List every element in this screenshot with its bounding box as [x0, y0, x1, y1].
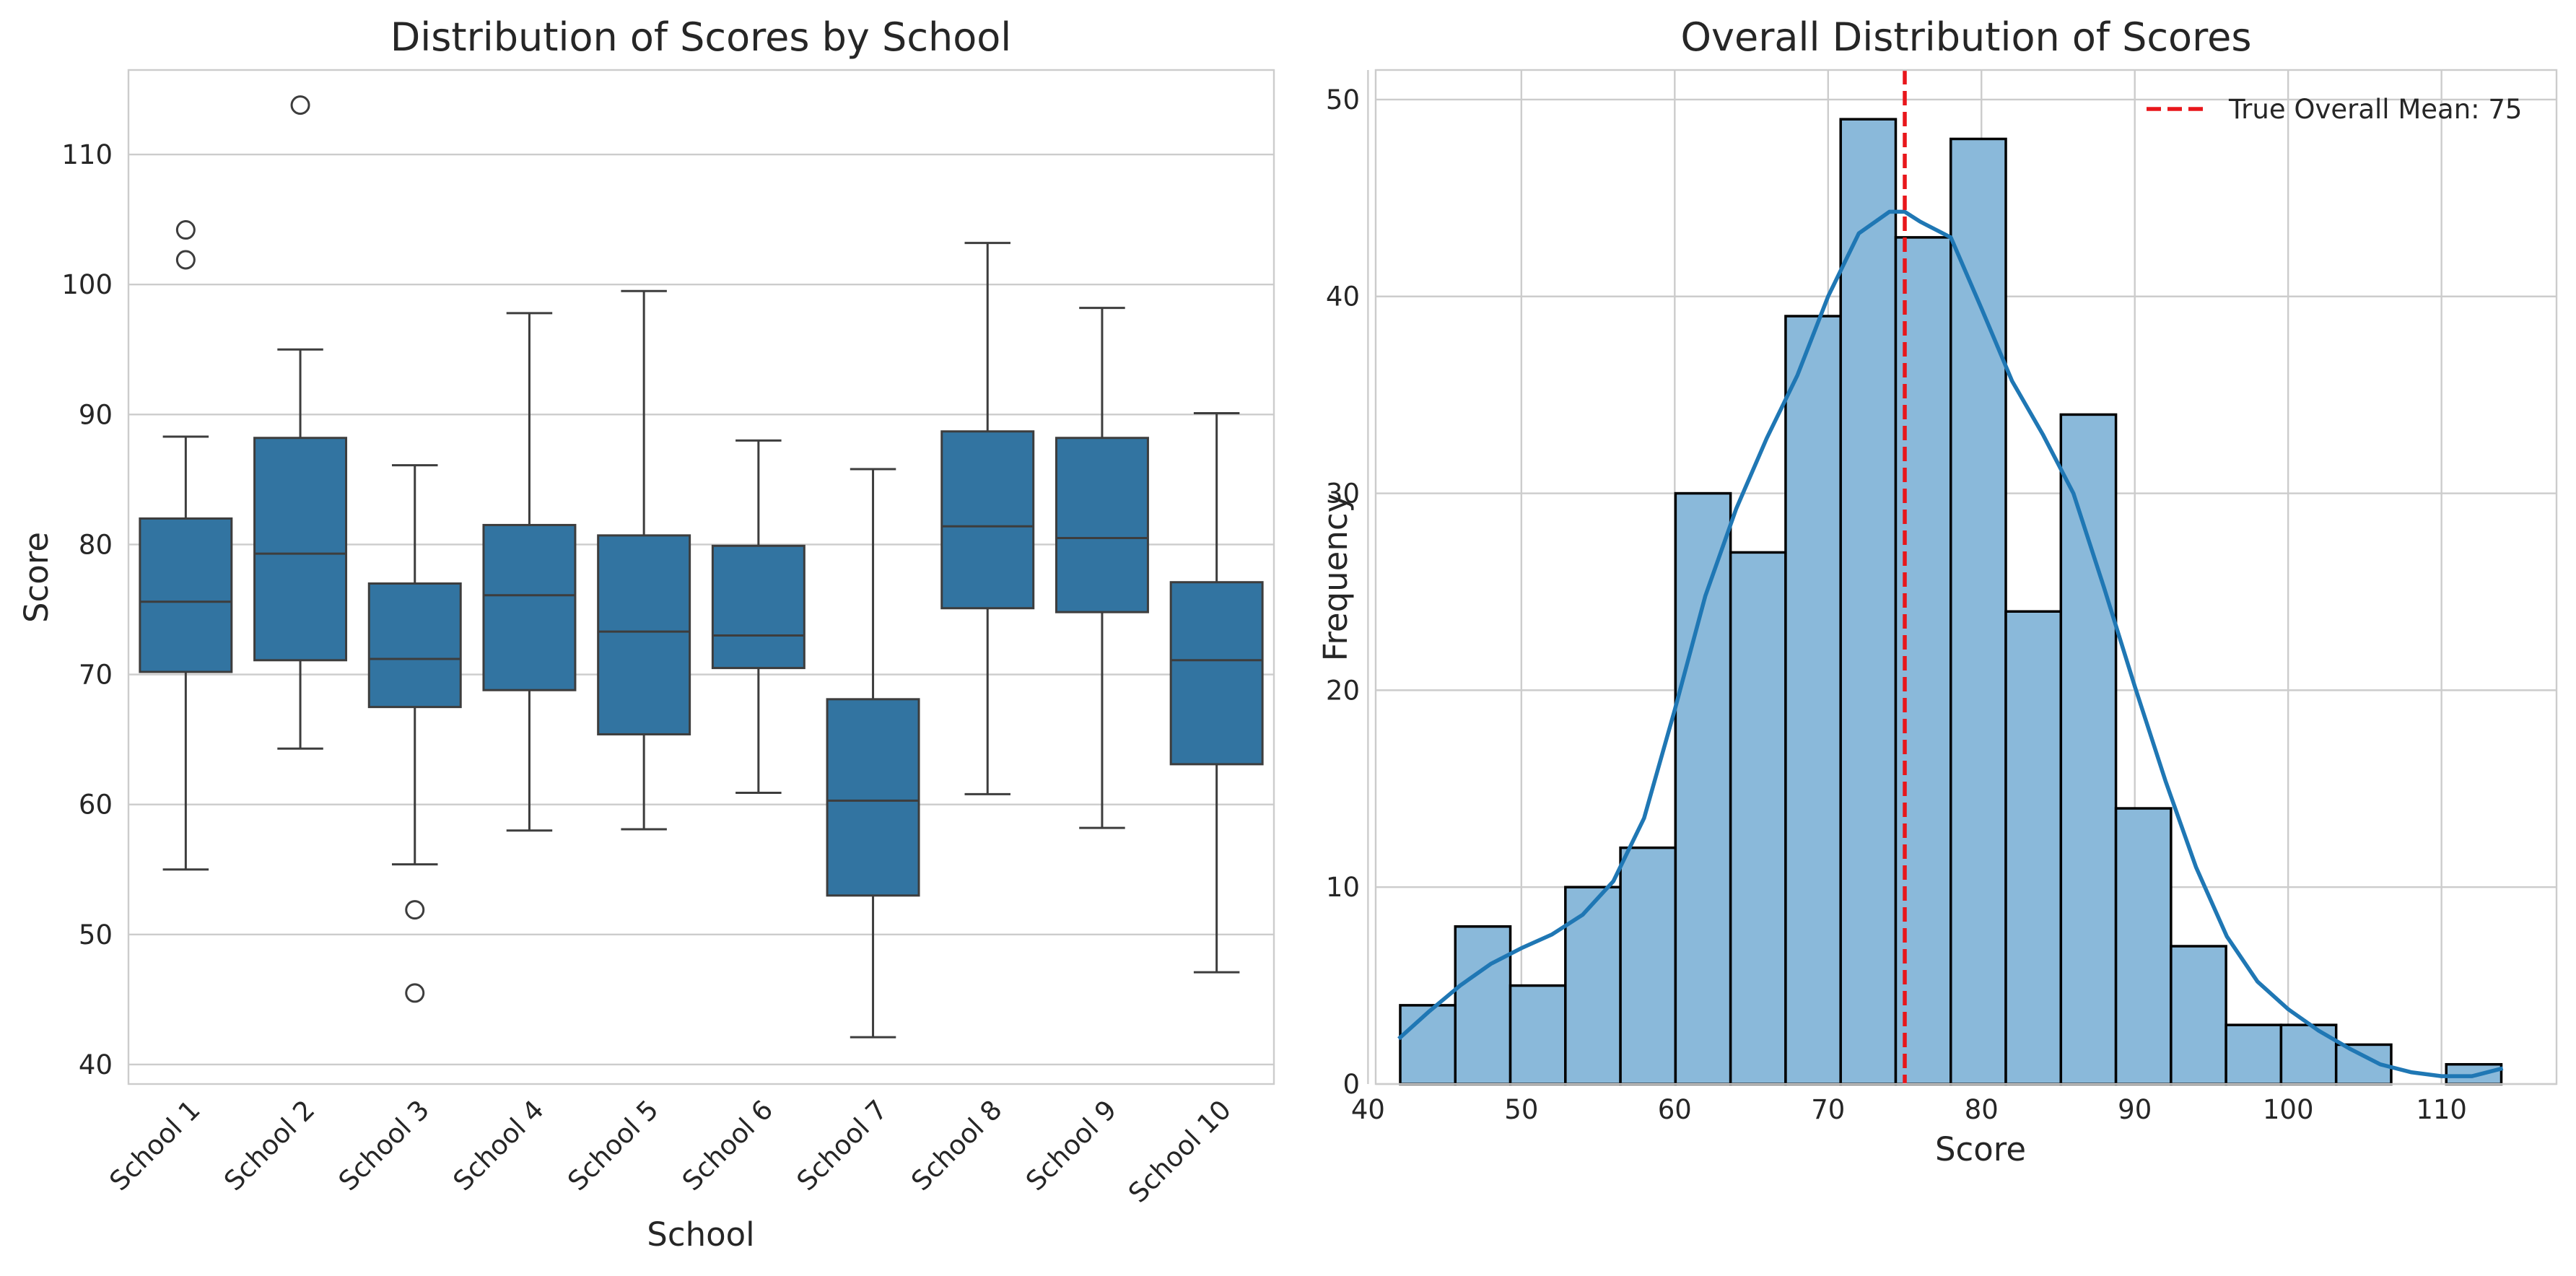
left-x-tick-labels: School 1 School 2 School 3 School 4 School 5… — [103, 1094, 1237, 1209]
right-y-tick-label: 40 — [1326, 281, 1360, 313]
left-x-axis-label: School — [647, 1215, 754, 1254]
box-iqr — [482, 523, 577, 691]
left-boxes — [139, 95, 1264, 1039]
right-y-tick-label: 20 — [1326, 675, 1360, 706]
right-x-tick-labels: 40 50 60 70 80 90 100 110 — [1351, 1094, 2467, 1125]
right-x-tick-label: 70 — [1811, 1094, 1845, 1125]
left-x-tick-label: School 6 — [676, 1094, 779, 1197]
histogram-bar — [1619, 846, 1677, 1085]
box-4 — [482, 312, 577, 832]
right-plot-frame — [1374, 69, 2558, 1085]
left-y-tick-label: 50 — [79, 919, 113, 951]
box-iqr — [1055, 437, 1149, 613]
left-gridlines — [128, 153, 1274, 1066]
box-iqr — [826, 698, 920, 897]
right-x-tick-label: 40 — [1351, 1094, 1385, 1125]
box-iqr — [1169, 581, 1264, 766]
histogram-bar — [1509, 984, 1567, 1085]
box-5 — [597, 289, 691, 831]
right-y-tick-label: 30 — [1326, 478, 1360, 510]
histogram-bar — [1454, 925, 1512, 1085]
histogram-bar — [1839, 118, 1898, 1085]
box-2 — [253, 95, 348, 750]
left-x-tick-label: School 3 — [333, 1094, 435, 1197]
left-y-axis-label: Score — [17, 532, 56, 623]
histogram-bar — [1674, 491, 1732, 1085]
histogram-bar — [2114, 807, 2173, 1085]
left-y-tick-label: 60 — [79, 790, 113, 821]
box-7 — [826, 468, 920, 1039]
right-y-tick-label: 50 — [1326, 84, 1360, 115]
right-x-axis-label: Score — [1935, 1130, 2026, 1168]
right-y-axis-label: Frequency — [1317, 494, 1355, 661]
left-x-tick-label: School 7 — [791, 1094, 894, 1197]
box-3 — [367, 464, 462, 1003]
box-iqr — [367, 582, 462, 709]
legend-label: True Overall Mean: 75 — [2228, 94, 2522, 125]
outlier-point — [175, 220, 196, 240]
histogram-bar — [1729, 551, 1787, 1085]
histogram-bar — [1784, 315, 1842, 1085]
left-plot-frame — [127, 69, 1275, 1085]
box-9 — [1055, 307, 1149, 829]
box-iqr — [253, 437, 348, 662]
left-x-tick-label: School 1 — [103, 1094, 206, 1197]
histogram-bar — [2224, 1023, 2283, 1085]
left-x-tick-label: School 2 — [218, 1094, 320, 1197]
left-x-tick-label: School 4 — [447, 1094, 550, 1197]
kde-curve — [1397, 209, 2504, 1078]
left-y-tick-label: 40 — [79, 1049, 113, 1080]
right-x-tick-label: 90 — [2118, 1094, 2152, 1125]
left-y-tick-label: 90 — [79, 399, 113, 430]
right-chart: 0 10 20 30 40 50 40 50 60 70 80 90 100 110 Overall D… — [1317, 14, 2558, 1168]
left-y-tick-labels: 40 50 60 70 80 90 100 110 — [61, 139, 113, 1080]
legend: True Overall Mean: 75 — [2147, 94, 2522, 125]
box-10 — [1169, 412, 1264, 974]
left-x-tick-label: School 9 — [1020, 1094, 1122, 1197]
left-y-tick-label: 70 — [79, 660, 113, 691]
right-x-tick-label: 110 — [2416, 1094, 2467, 1125]
box-1 — [139, 220, 233, 871]
histogram-bar — [2059, 413, 2118, 1085]
right-x-tick-label: 50 — [1504, 1094, 1538, 1125]
left-x-tick-label: School 10 — [1122, 1094, 1237, 1209]
box-iqr — [139, 517, 233, 673]
histogram-bar — [1399, 1004, 1457, 1085]
histogram-bar — [1950, 137, 2007, 1085]
right-y-tick-label: 0 — [1342, 1069, 1360, 1100]
left-y-tick-label: 100 — [61, 269, 113, 300]
left-x-tick-label: School 5 — [562, 1094, 664, 1197]
box-iqr — [940, 430, 1035, 610]
right-x-tick-label: 60 — [1658, 1094, 1692, 1125]
box-8 — [940, 242, 1035, 795]
left-y-tick-label: 110 — [61, 139, 113, 170]
left-y-tick-label: 80 — [79, 529, 113, 560]
box-iqr — [711, 544, 805, 670]
left-x-tick-label: School 8 — [905, 1094, 1008, 1197]
histogram-bar — [2170, 945, 2227, 1085]
outlier-point — [175, 250, 196, 270]
histogram-bar — [2004, 610, 2063, 1085]
outlier-point — [290, 95, 310, 115]
histogram-bar — [1564, 886, 1622, 1085]
right-x-tick-label: 100 — [2263, 1094, 2314, 1125]
outlier-point — [405, 983, 425, 1003]
right-y-tick-label: 10 — [1326, 872, 1360, 903]
right-y-tick-labels: 0 10 20 30 40 50 — [1326, 84, 1360, 1100]
box-iqr — [597, 534, 691, 735]
right-chart-title: Overall Distribution of Scores — [1681, 14, 2252, 60]
box-6 — [711, 439, 805, 795]
left-chart-title: Distribution of Scores by School — [390, 14, 1012, 60]
outlier-point — [405, 900, 425, 920]
right-x-tick-label: 80 — [1965, 1094, 1999, 1125]
